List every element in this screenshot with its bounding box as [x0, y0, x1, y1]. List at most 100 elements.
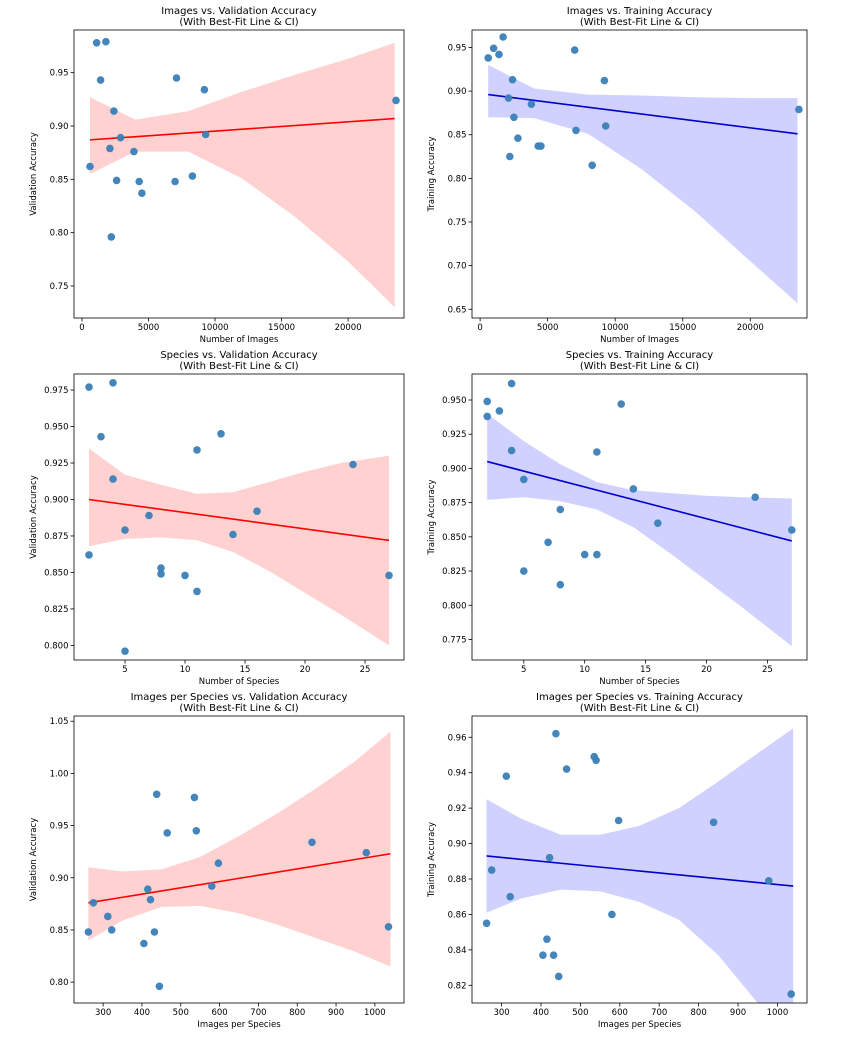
y-tick-label: 0.825 [44, 605, 68, 615]
data-point [483, 412, 492, 421]
data-point [527, 100, 536, 108]
x-tick-label: 800 [289, 1008, 305, 1018]
y-tick-label: 0.82 [448, 981, 467, 991]
data-point [155, 982, 164, 991]
data-point [552, 729, 560, 738]
chart-title: (With Best-Fit Line & CI) [580, 361, 699, 372]
y-tick-label: 0.70 [448, 262, 467, 272]
y-tick-label: 0.96 [448, 733, 467, 743]
x-tick-label: 0 [79, 323, 84, 333]
y-tick-label: 1.00 [50, 769, 69, 779]
data-point [217, 430, 225, 438]
best-fit-line [88, 852, 391, 904]
data-point [787, 990, 795, 998]
y-tick-label: 0.75 [50, 282, 69, 292]
chart-title: Images vs. Validation Accuracy [161, 6, 316, 17]
y-axis-label: Training Accuracy [427, 479, 437, 555]
x-tick-label: 900 [730, 1008, 746, 1018]
x-tick-label: 20 [300, 665, 311, 675]
data-point [608, 910, 616, 919]
data-point [556, 580, 565, 589]
data-point [507, 446, 516, 455]
data-point [507, 379, 516, 388]
data-point [543, 935, 551, 943]
data-point [601, 122, 610, 130]
y-tick-label: 0.850 [442, 533, 466, 543]
data-point [107, 926, 116, 934]
x-tick-label: 700 [651, 1008, 667, 1018]
data-point [89, 899, 98, 907]
data-point [489, 44, 498, 53]
x-tick-label: 1000 [364, 1008, 386, 1018]
data-point [172, 74, 181, 82]
data-point [392, 96, 400, 105]
data-point [208, 882, 216, 890]
data-point [152, 790, 161, 799]
x-tick-label: 25 [360, 665, 371, 675]
y-tick-label: 0.950 [442, 396, 466, 406]
y-tick-label: 0.90 [448, 87, 467, 97]
data-point [545, 853, 554, 862]
data-point [121, 526, 129, 534]
data-point [138, 189, 146, 197]
data-point [146, 895, 155, 904]
data-point [709, 818, 718, 827]
y-tick-label: 0.875 [44, 532, 68, 542]
data-point [506, 892, 514, 901]
x-tick-label: 1000 [767, 1008, 789, 1018]
x-tick-label: 0 [477, 323, 482, 333]
data-point [504, 94, 513, 102]
y-axis-label: Training Accuracy [427, 136, 437, 212]
data-point [130, 147, 138, 156]
chart-title: Images vs. Training Accuracy [567, 6, 713, 17]
data-point [97, 432, 105, 441]
y-tick-label: 0.86 [448, 910, 467, 920]
x-axis-label: Number of Images [600, 335, 679, 345]
y-tick-label: 0.92 [448, 804, 467, 814]
y-tick-label: 0.84 [448, 946, 467, 956]
y-axis-label: Validation Accuracy [29, 818, 39, 901]
y-tick-label: 0.94 [448, 769, 467, 779]
data-point [484, 54, 493, 62]
chart-title: (With Best-Fit Line & CI) [179, 361, 298, 372]
data-point [482, 919, 491, 928]
data-point [562, 765, 571, 773]
chart-title: (With Best-Fit Line & CI) [580, 17, 699, 28]
x-tick-label: 300 [493, 1008, 509, 1018]
data-point [506, 152, 514, 161]
data-point [349, 460, 357, 469]
data-point [592, 756, 600, 765]
data-point [85, 383, 93, 391]
data-point [109, 475, 117, 483]
chart-title: (With Best-Fit Line & CI) [179, 703, 298, 714]
x-tick-label: 10000 [602, 323, 629, 333]
x-tick-label: 600 [211, 1008, 227, 1018]
x-tick-label: 5000 [537, 323, 559, 333]
data-point [214, 859, 223, 867]
data-point [572, 126, 580, 135]
best-fit-line [488, 93, 798, 135]
y-tick-label: 0.88 [448, 875, 467, 885]
y-tick-label: 0.90 [448, 840, 467, 850]
y-tick-label: 0.900 [442, 464, 466, 474]
data-point [188, 172, 197, 180]
best-fit-line [89, 117, 395, 141]
y-tick-label: 0.925 [44, 459, 68, 469]
y-tick-label: 0.65 [448, 305, 467, 315]
data-point [751, 493, 759, 502]
data-point [580, 550, 589, 559]
x-tick-label: 400 [533, 1008, 549, 1018]
x-tick-label: 25 [762, 665, 773, 675]
data-point [171, 177, 179, 186]
x-tick-label: 5000 [138, 323, 160, 333]
y-tick-label: 0.950 [44, 423, 68, 433]
data-point [109, 379, 117, 387]
data-point [200, 85, 209, 94]
x-tick-label: 15 [240, 665, 251, 675]
data-point [201, 130, 210, 139]
data-point [157, 564, 165, 572]
subplot-5: 300 400 500 600 700 800 900 1000 0.80 0.85 0.90 0.9… [29, 692, 405, 1030]
data-point [193, 587, 201, 596]
data-point [110, 107, 118, 115]
axes-frame [471, 29, 808, 319]
